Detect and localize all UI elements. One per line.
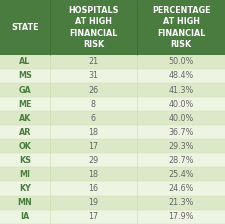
Text: OK: OK	[18, 142, 31, 151]
Bar	[0, 210, 50, 224]
Bar	[50, 139, 137, 153]
Text: 19: 19	[88, 198, 99, 207]
Bar	[50, 167, 137, 181]
Bar	[0, 55, 50, 69]
Text: 48.4%: 48.4%	[169, 71, 194, 80]
Text: IA: IA	[20, 212, 29, 221]
Bar	[50, 111, 137, 125]
Text: 50.0%: 50.0%	[169, 57, 194, 66]
Text: 31: 31	[88, 71, 98, 80]
Text: STATE: STATE	[11, 23, 38, 32]
Bar	[50, 69, 137, 83]
Text: 24.6%: 24.6%	[169, 184, 194, 193]
Bar	[50, 210, 137, 224]
Text: AL: AL	[19, 57, 30, 66]
Text: 16: 16	[88, 184, 98, 193]
Text: MI: MI	[19, 170, 30, 179]
Text: KS: KS	[19, 156, 31, 165]
Bar	[0, 111, 50, 125]
Bar	[0, 196, 50, 210]
Text: 29.3%: 29.3%	[168, 142, 194, 151]
Text: KY: KY	[19, 184, 31, 193]
Bar	[50, 0, 137, 55]
Text: 40.0%: 40.0%	[169, 100, 194, 109]
Bar	[0, 69, 50, 83]
Text: 21.3%: 21.3%	[169, 198, 194, 207]
Text: GA: GA	[18, 86, 31, 95]
Bar	[0, 83, 50, 97]
Bar	[137, 167, 225, 181]
Text: MN: MN	[17, 198, 32, 207]
Text: 17: 17	[88, 212, 99, 221]
Text: 25.4%: 25.4%	[168, 170, 194, 179]
Bar	[137, 69, 225, 83]
Text: 29: 29	[88, 156, 99, 165]
Text: HOSPITALS
AT HIGH
FINANCIAL
RISK: HOSPITALS AT HIGH FINANCIAL RISK	[68, 6, 119, 49]
Bar	[50, 153, 137, 167]
Text: 18: 18	[88, 128, 98, 137]
Text: AK: AK	[18, 114, 31, 123]
Bar	[50, 55, 137, 69]
Bar	[137, 83, 225, 97]
Text: 41.3%: 41.3%	[169, 86, 194, 95]
Bar	[137, 196, 225, 210]
Text: 28.7%: 28.7%	[168, 156, 194, 165]
Bar	[50, 196, 137, 210]
Bar	[0, 0, 50, 55]
Text: 6: 6	[91, 114, 96, 123]
Text: 17: 17	[88, 142, 99, 151]
Bar	[137, 181, 225, 196]
Text: 40.0%: 40.0%	[169, 114, 194, 123]
Text: 21: 21	[88, 57, 99, 66]
Bar	[50, 125, 137, 139]
Text: 26: 26	[88, 86, 99, 95]
Bar	[0, 125, 50, 139]
Bar	[137, 55, 225, 69]
Text: 8: 8	[91, 100, 96, 109]
Text: PERCENTAGE
AT HIGH
FINANCIAL
RISK: PERCENTAGE AT HIGH FINANCIAL RISK	[152, 6, 210, 49]
Text: 36.7%: 36.7%	[169, 128, 194, 137]
Bar	[137, 139, 225, 153]
Bar	[0, 139, 50, 153]
Bar	[0, 181, 50, 196]
Bar	[0, 167, 50, 181]
Bar	[50, 181, 137, 196]
Bar	[137, 125, 225, 139]
Text: AR: AR	[18, 128, 31, 137]
Bar	[137, 153, 225, 167]
Bar	[137, 111, 225, 125]
Text: 17.9%: 17.9%	[168, 212, 194, 221]
Text: 18: 18	[88, 170, 98, 179]
Bar	[137, 0, 225, 55]
Bar	[50, 97, 137, 111]
Text: MS: MS	[18, 71, 32, 80]
Text: ME: ME	[18, 100, 32, 109]
Bar	[0, 97, 50, 111]
Bar	[137, 210, 225, 224]
Bar	[0, 153, 50, 167]
Bar	[50, 83, 137, 97]
Bar	[137, 97, 225, 111]
